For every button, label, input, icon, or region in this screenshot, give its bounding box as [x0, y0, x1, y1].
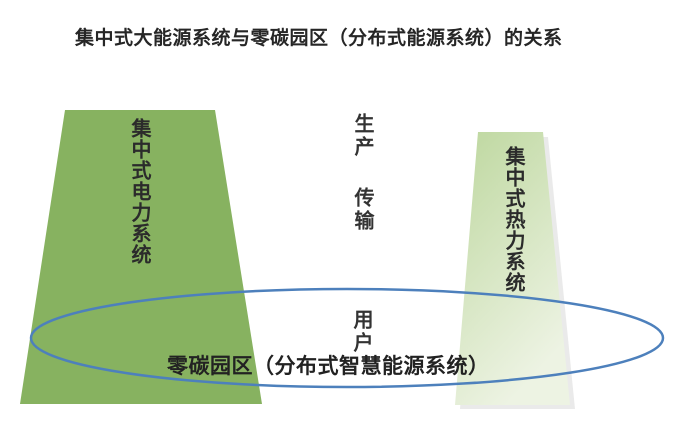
left-trapezoid-label: 集中式电力系统 — [128, 118, 150, 265]
left-trapezoid-shape — [20, 110, 262, 404]
right-trapezoid-label: 集中式热力系统 — [502, 146, 524, 293]
right-trapezoid-shape — [455, 132, 570, 405]
diagram-title: 集中式大能源系统与零碳园区（分布式能源系统）的关系 — [75, 28, 563, 49]
zero-carbon-park-ellipse — [29, 287, 665, 389]
zero-carbon-park-label: 零碳园区（分布式智慧能源系统） — [167, 354, 490, 378]
production-label: 生产 — [351, 113, 373, 159]
transmission-label: 传输 — [351, 187, 373, 233]
users-label: 用户 — [350, 309, 372, 355]
